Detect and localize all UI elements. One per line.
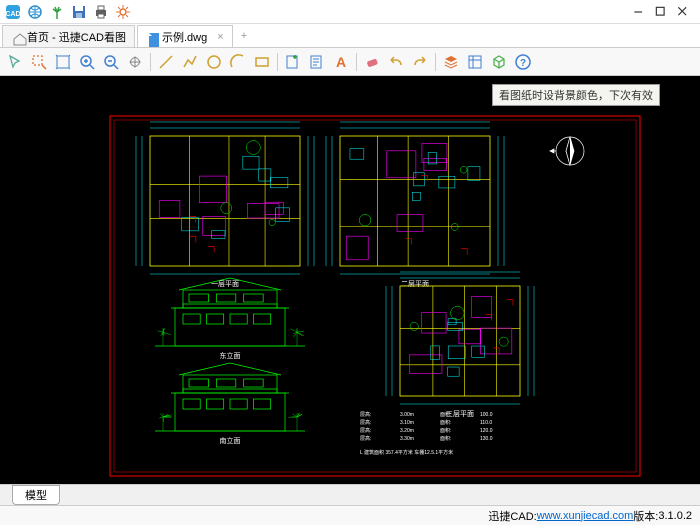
status-version-label: 版本: [633,508,658,524]
status-link[interactable]: www.xunjiecad.com [537,510,634,522]
svg-text:130.0: 130.0 [480,436,493,442]
print-icon[interactable] [92,3,110,21]
dwg-icon [146,31,158,43]
toolbar-separator [277,53,278,71]
svg-text:面积:: 面积: [440,411,451,418]
erase-button[interactable] [361,51,383,73]
toolbar: A? [0,48,700,76]
svg-text:二层平面: 二层平面 [401,280,429,288]
status-bar: 迅捷CAD: www.xunjiecad.com 版本: 3.1.0.2 [0,505,700,525]
svg-text:110.0: 110.0 [480,420,492,426]
home-icon [11,31,23,43]
toolbar-separator [150,53,151,71]
polyline-button[interactable] [179,51,201,73]
window-close-button[interactable] [676,5,690,19]
tooltip: 看图纸时设背景颜色，下次有效 [492,84,660,106]
window-min-button[interactable] [632,5,646,19]
zoom-window-button[interactable] [28,51,50,73]
svg-text:?: ? [520,58,526,69]
settings-icon[interactable] [114,3,132,21]
tab-label: 示例.dwg [162,29,207,45]
undo-button[interactable] [385,51,407,73]
layer-new-button[interactable] [282,51,304,73]
bottom-tabs: 模型 [0,484,700,505]
cursor-button[interactable] [4,51,26,73]
pan-button[interactable] [124,51,146,73]
tab-label: 首页 - 迅捷CAD看图 [27,29,126,45]
svg-text:层高:: 层高: [360,419,371,426]
svg-text:L 建筑面积 357.4平方米 车棚12.5.1平方米: L 建筑面积 357.4平方米 车棚12.5.1平方米 [360,449,453,456]
text-button[interactable]: A [330,51,352,73]
title-bar: CAD [0,0,700,24]
window-max-button[interactable] [654,5,668,19]
svg-text:东立面: 东立面 [220,351,241,360]
tab-close-icon[interactable]: × [217,31,223,43]
circle-button[interactable] [203,51,225,73]
palm-icon[interactable] [48,3,66,21]
zoom-out-button[interactable] [100,51,122,73]
help-button[interactable]: ? [512,51,534,73]
svg-text:A: A [336,54,346,70]
layer-props-button[interactable] [306,51,328,73]
svg-text:层高:: 层高: [360,435,371,442]
arc-button[interactable] [227,51,249,73]
tab-home[interactable]: 首页 - 迅捷CAD看图 [2,25,135,47]
svg-text:层高:: 层高: [360,411,371,418]
line-button[interactable] [155,51,177,73]
tab-dwg[interactable]: 示例.dwg × [137,25,233,47]
svg-text:3.20m: 3.20m [400,428,414,434]
globe-icon[interactable] [26,3,44,21]
new-tab-button[interactable]: + [235,25,253,47]
zoom-extents-button[interactable] [52,51,74,73]
layers-button[interactable] [440,51,462,73]
3d-button[interactable] [488,51,510,73]
toolbar-separator [435,53,436,71]
svg-text:3.30m: 3.30m [400,436,414,442]
model-tab[interactable]: 模型 [12,485,60,505]
svg-text:CAD: CAD [5,11,20,18]
status-version: 3.1.0.2 [658,510,692,522]
redo-button[interactable] [409,51,431,73]
svg-text:南立面: 南立面 [220,436,241,445]
cad-icon[interactable]: CAD [4,3,22,21]
svg-text:层高:: 层高: [360,427,371,434]
svg-text:3.00m: 3.00m [400,412,414,418]
svg-text:3.10m: 3.10m [400,420,414,426]
zoom-in-button[interactable] [76,51,98,73]
toolbar-separator [356,53,357,71]
svg-text:面积:: 面积: [440,419,451,426]
svg-text:面积:: 面积: [440,427,451,434]
drawing-canvas[interactable]: 一层平面 二层平面 三层平面东立面南立面 L 建筑面积 357.4平方米 车棚1… [0,76,700,484]
svg-text:面积:: 面积: [440,435,451,442]
tab-bar: 首页 - 迅捷CAD看图 示例.dwg × + [0,24,700,48]
properties-button[interactable] [464,51,486,73]
svg-text:120.0: 120.0 [480,428,493,434]
status-app: 迅捷CAD: [488,508,536,524]
rect-button[interactable] [251,51,273,73]
save-icon[interactable] [70,3,88,21]
svg-text:100.0: 100.0 [480,412,493,418]
